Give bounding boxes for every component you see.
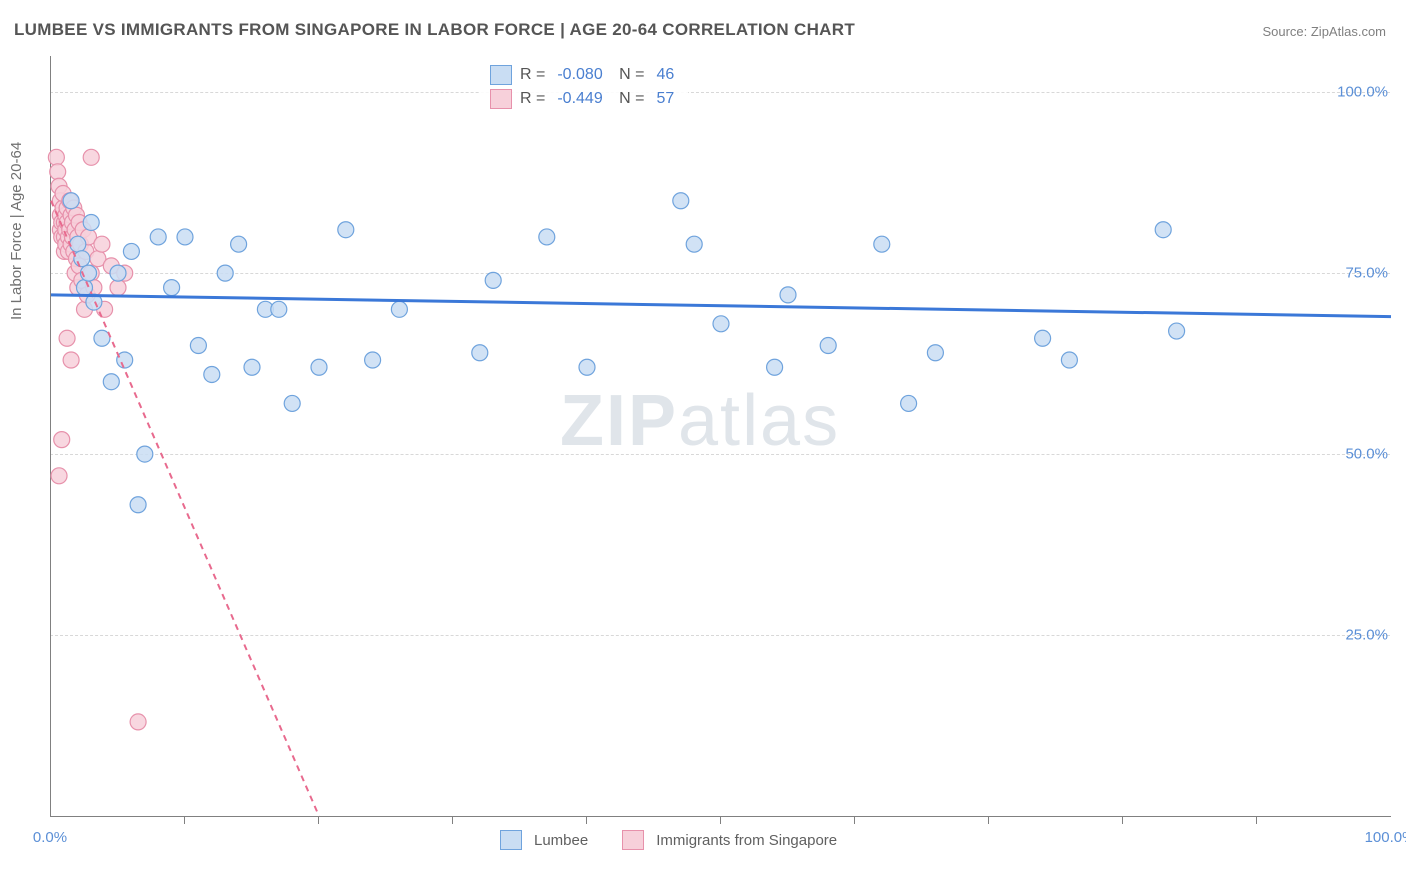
stat-r-value-lumbee: -0.080	[557, 66, 602, 84]
stat-n-value-lumbee: 46	[657, 66, 675, 84]
correlation-legend: R = -0.080 N = 46 R = -0.449 N = 57	[480, 60, 688, 114]
legend-label-lumbee: Lumbee	[534, 832, 588, 849]
x-tick	[854, 816, 855, 824]
chart-title: LUMBEE VS IMMIGRANTS FROM SINGAPORE IN L…	[14, 20, 855, 40]
x-tick-label: 0.0%	[33, 829, 67, 846]
x-tick	[1256, 816, 1257, 824]
x-tick	[586, 816, 587, 824]
plot-area	[50, 56, 1391, 817]
x-tick	[720, 816, 721, 824]
x-tick	[318, 816, 319, 824]
x-tick	[452, 816, 453, 824]
stat-n-label: N =	[615, 66, 645, 84]
stat-n-value-singapore: 57	[657, 90, 675, 108]
swatch-singapore	[490, 89, 512, 109]
swatch-singapore	[622, 830, 644, 850]
source-label: Source: ZipAtlas.com	[1262, 24, 1386, 39]
x-tick-label: 100.0%	[1365, 829, 1406, 846]
stat-n-label: N =	[615, 90, 645, 108]
legend-row-singapore: R = -0.449 N = 57	[480, 87, 688, 111]
x-tick	[184, 816, 185, 824]
legend-label-singapore: Immigrants from Singapore	[656, 832, 837, 849]
swatch-lumbee	[490, 65, 512, 85]
scatter-svg	[51, 56, 1391, 816]
x-tick	[1122, 816, 1123, 824]
stat-r-label: R =	[520, 66, 545, 84]
stat-r-label: R =	[520, 90, 545, 108]
swatch-lumbee	[500, 830, 522, 850]
x-tick	[988, 816, 989, 824]
stat-r-value-singapore: -0.449	[557, 90, 602, 108]
y-axis-label: In Labor Force | Age 20-64	[8, 142, 25, 320]
series-legend: Lumbee Immigrants from Singapore	[500, 830, 837, 850]
legend-row-lumbee: R = -0.080 N = 46	[480, 63, 688, 87]
